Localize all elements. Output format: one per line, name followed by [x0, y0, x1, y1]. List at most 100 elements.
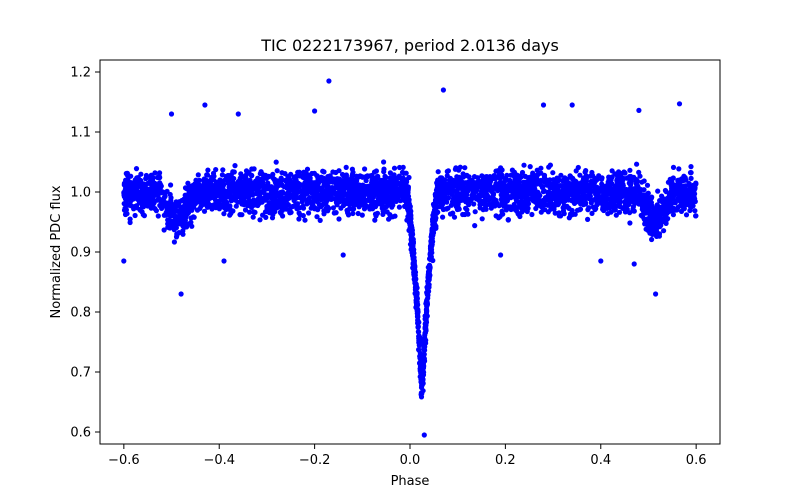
data-point — [674, 184, 680, 190]
data-point — [509, 167, 515, 173]
data-point — [246, 191, 252, 197]
data-point — [589, 182, 595, 188]
data-point — [542, 201, 549, 208]
data-point — [423, 313, 430, 320]
data-point — [670, 212, 677, 218]
data-point — [572, 211, 578, 217]
data-point — [202, 191, 208, 198]
data-point — [493, 184, 500, 190]
data-point — [497, 213, 503, 220]
data-point — [551, 184, 557, 190]
data-point — [567, 212, 574, 219]
data-point — [479, 216, 485, 222]
data-point — [331, 210, 337, 216]
data-point — [537, 181, 543, 187]
data-point — [654, 219, 660, 225]
data-point — [533, 205, 539, 212]
data-point — [678, 192, 684, 198]
data-point — [533, 197, 539, 203]
data-point — [226, 184, 232, 190]
data-point — [339, 171, 346, 178]
data-point — [412, 271, 418, 278]
data-point — [620, 181, 626, 187]
data-point — [480, 192, 486, 198]
data-point — [152, 170, 158, 176]
data-point — [525, 205, 531, 211]
outlier-point — [178, 291, 184, 297]
data-point — [381, 159, 387, 165]
data-point — [587, 173, 593, 179]
data-point — [326, 205, 332, 211]
data-point — [417, 350, 423, 356]
data-point — [134, 175, 140, 181]
data-point — [257, 217, 263, 223]
data-point — [688, 204, 694, 210]
data-point — [132, 194, 138, 200]
data-point — [522, 173, 528, 179]
data-point — [608, 189, 614, 195]
data-point — [347, 185, 354, 191]
data-point — [359, 212, 365, 218]
data-point — [399, 189, 405, 195]
data-point — [461, 196, 467, 202]
data-point — [647, 204, 653, 211]
data-point — [435, 169, 441, 175]
data-point — [631, 186, 637, 192]
data-point — [297, 205, 303, 211]
data-point — [608, 200, 614, 206]
x-tick-label: −0.2 — [299, 453, 331, 468]
data-point — [663, 220, 669, 226]
data-point — [615, 197, 621, 203]
outlier-point — [498, 252, 504, 258]
data-point — [692, 208, 698, 214]
data-point — [397, 164, 403, 171]
data-point — [157, 180, 163, 186]
data-point — [608, 209, 614, 215]
data-point — [484, 181, 490, 187]
data-point — [372, 217, 378, 223]
data-point — [356, 204, 362, 210]
data-point — [274, 168, 280, 174]
outlier-point — [440, 87, 446, 93]
data-point — [418, 390, 424, 396]
data-point — [237, 177, 243, 183]
data-point — [552, 196, 558, 202]
data-point — [511, 204, 518, 210]
data-point — [435, 178, 441, 184]
data-point — [189, 207, 195, 213]
data-point — [242, 207, 249, 213]
data-point — [273, 186, 279, 192]
data-point — [626, 201, 632, 207]
data-point — [422, 330, 428, 336]
data-point — [607, 177, 614, 183]
data-point — [460, 187, 466, 193]
data-point — [556, 190, 562, 196]
data-point — [257, 171, 263, 177]
data-point — [254, 186, 260, 193]
data-point — [531, 178, 537, 184]
data-point — [422, 339, 428, 345]
data-point — [244, 171, 250, 177]
data-point — [657, 211, 663, 217]
x-tick-label: 0.6 — [686, 453, 707, 468]
data-point — [617, 188, 624, 194]
data-point — [535, 191, 541, 197]
data-point — [392, 213, 398, 219]
data-point — [201, 180, 207, 186]
data-point — [296, 210, 302, 216]
data-point — [201, 187, 207, 194]
data-point — [190, 200, 196, 207]
data-point — [350, 210, 356, 217]
data-point — [440, 214, 446, 220]
data-point — [471, 193, 477, 199]
data-point — [393, 185, 399, 191]
data-point — [414, 308, 420, 314]
data-point — [189, 223, 195, 229]
data-point — [221, 205, 227, 211]
scatter-points — [121, 78, 699, 438]
x-axis-label: Phase — [391, 474, 430, 489]
data-point — [483, 206, 489, 212]
data-point — [642, 210, 649, 216]
data-point — [133, 166, 140, 172]
data-point — [616, 209, 623, 215]
